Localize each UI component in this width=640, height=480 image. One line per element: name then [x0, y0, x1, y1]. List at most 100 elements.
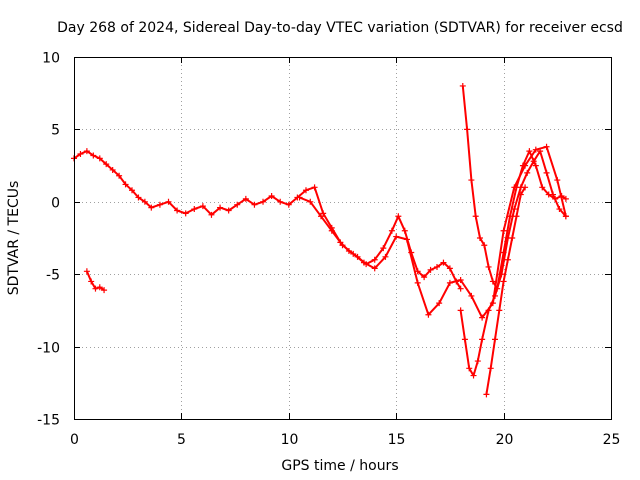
data-point — [135, 194, 142, 201]
data-point — [251, 201, 258, 208]
data-point — [311, 184, 318, 191]
y-tick-label: 0 — [51, 196, 60, 212]
x-tick-label: 0 — [70, 432, 79, 448]
data-point — [474, 358, 481, 365]
data-point — [395, 213, 402, 220]
data-point — [242, 195, 249, 202]
data-point — [464, 126, 471, 133]
data-point — [492, 336, 499, 343]
data-point — [498, 271, 505, 278]
x-tick-label: 25 — [603, 432, 621, 448]
data-series — [71, 82, 569, 398]
data-point — [401, 227, 408, 234]
data-point — [414, 279, 421, 286]
data-point — [479, 336, 486, 343]
data-point — [504, 256, 511, 263]
data-point — [466, 365, 473, 372]
data-point — [526, 148, 533, 155]
data-point — [403, 236, 410, 243]
data-point — [513, 213, 520, 220]
data-point — [539, 184, 546, 191]
y-tick-label: -5 — [46, 268, 60, 284]
data-point — [487, 365, 494, 372]
y-tick-label: -15 — [37, 413, 60, 429]
data-point — [92, 285, 99, 292]
series — [296, 143, 569, 321]
series — [457, 148, 569, 379]
data-point — [182, 210, 189, 217]
data-point — [489, 278, 496, 285]
data-point — [524, 169, 531, 176]
data-point — [109, 166, 116, 173]
data-point — [421, 274, 428, 281]
series — [83, 268, 108, 294]
data-point — [457, 307, 464, 314]
data-point — [90, 152, 97, 159]
data-point — [543, 143, 550, 150]
data-point — [483, 391, 490, 398]
data-point — [532, 146, 539, 153]
y-tick-label: -10 — [37, 341, 60, 357]
data-point — [141, 198, 148, 205]
data-point — [116, 172, 123, 179]
data-point — [339, 242, 346, 249]
axes: 0 5 10 15 20 25 -15 -10 -5 0 5 10 — [37, 51, 620, 449]
data-point — [562, 213, 569, 220]
data-point — [88, 278, 95, 285]
data-point — [554, 177, 561, 184]
data-point — [225, 207, 232, 214]
y-axis-label: SDTVAR / TECUs — [6, 181, 22, 296]
data-point — [522, 184, 529, 191]
data-point — [543, 169, 550, 176]
data-point — [519, 162, 526, 169]
data-point — [427, 266, 434, 273]
series — [483, 184, 529, 398]
data-point — [459, 82, 466, 89]
data-point — [446, 265, 453, 272]
data-point — [382, 253, 389, 260]
data-point — [562, 195, 569, 202]
data-point — [208, 211, 215, 218]
data-point — [296, 194, 303, 201]
plot-frame — [74, 57, 612, 420]
data-point — [472, 213, 479, 220]
data-point — [556, 206, 563, 213]
data-point — [468, 292, 475, 299]
data-point — [461, 336, 468, 343]
data-point — [302, 187, 309, 194]
data-point — [457, 285, 464, 292]
series-line — [461, 85, 567, 290]
y-tick-label: 10 — [42, 51, 60, 67]
data-point — [468, 177, 475, 184]
data-point — [285, 201, 292, 208]
series-line — [485, 186, 526, 395]
data-point — [371, 256, 378, 263]
data-point — [260, 198, 267, 205]
data-point — [517, 191, 524, 198]
data-point — [380, 245, 387, 252]
data-point — [425, 311, 432, 318]
data-point — [77, 151, 84, 158]
data-point — [436, 300, 443, 307]
data-point — [217, 204, 224, 211]
data-point — [393, 233, 400, 240]
series-line — [459, 150, 567, 377]
data-point — [479, 314, 486, 321]
data-point — [485, 307, 492, 314]
data-point — [277, 198, 284, 205]
data-point — [457, 276, 464, 283]
data-point — [440, 259, 447, 266]
data-point — [481, 242, 488, 249]
data-point — [122, 181, 129, 188]
data-point — [470, 372, 477, 379]
x-tick-label: 20 — [496, 432, 514, 448]
grid — [74, 57, 611, 419]
data-point — [550, 191, 557, 198]
x-tick-label: 5 — [177, 432, 186, 448]
series — [71, 148, 464, 292]
x-tick-label: 15 — [388, 432, 406, 448]
data-point — [307, 198, 314, 205]
series — [459, 82, 569, 292]
data-point — [371, 265, 378, 272]
